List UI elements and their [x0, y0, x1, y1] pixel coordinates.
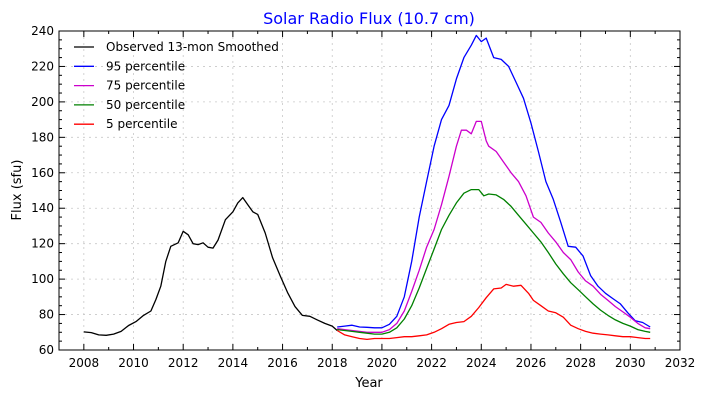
legend: Observed 13-mon Smoothed 95 percentile 75 … [74, 40, 279, 131]
x-tick-label: 2030 [615, 356, 646, 370]
x-tick-label: 2020 [367, 356, 398, 370]
series-line-5-percentile [336, 283, 651, 341]
legend-label: 75 percentile [106, 79, 185, 93]
y-tick-label: 180 [31, 130, 54, 144]
series-lines [83, 34, 651, 341]
y-tick-label: 140 [31, 201, 54, 215]
legend-label: Observed 13-mon Smoothed [106, 40, 279, 54]
x-tick-label: 2014 [218, 356, 249, 370]
legend-item: 50 percentile [74, 98, 185, 112]
y-tick-label: 100 [31, 272, 54, 286]
x-tick-label: 2008 [69, 356, 100, 370]
y-tick-label: 120 [31, 237, 54, 251]
x-tick-label: 2024 [466, 356, 497, 370]
legend-label: 50 percentile [106, 98, 185, 112]
y-tick-label: 160 [31, 166, 54, 180]
x-tick-label: 2022 [416, 356, 447, 370]
x-tick-labels: 2008 2010 2012 2014 2016 2018 2020 2022 2024 2026… [69, 356, 696, 370]
y-axis-label: Flux (sfu) [10, 160, 25, 221]
x-tick-label: 2010 [118, 356, 149, 370]
chart-title: Solar Radio Flux (10.7 cm) [263, 9, 475, 28]
x-tick-label: 2012 [168, 356, 199, 370]
legend-item: 95 percentile [74, 59, 185, 73]
x-tick-label: 2026 [516, 356, 547, 370]
y-tick-label: 80 [39, 308, 54, 322]
x-tick-label: 2018 [317, 356, 348, 370]
legend-label: 95 percentile [106, 59, 185, 73]
x-tick-label: 2016 [267, 356, 298, 370]
legend-item: 75 percentile [74, 79, 185, 93]
series-line-95-percentile [337, 34, 651, 329]
y-tick-label: 240 [31, 24, 54, 38]
legend-label: 5 percentile [106, 117, 177, 131]
x-tick-label: 2032 [665, 356, 696, 370]
y-tick-label: 60 [39, 343, 54, 357]
series-line-50-percentile [337, 188, 651, 335]
series-line-75-percentile [337, 120, 651, 333]
x-tick-label: 2028 [565, 356, 596, 370]
y-tick-label: 220 [31, 59, 54, 73]
legend-item: 5 percentile [74, 117, 177, 131]
y-tick-label: 200 [31, 95, 54, 109]
x-axis-label: Year [354, 376, 383, 391]
y-tick-labels: 60 80 100 120 140 160 180 200 220 240 [31, 24, 54, 357]
series-line-observed-13-mon-smoothed [83, 196, 338, 336]
legend-item: Observed 13-mon Smoothed [74, 40, 279, 54]
axis-ticks [58, 30, 681, 351]
